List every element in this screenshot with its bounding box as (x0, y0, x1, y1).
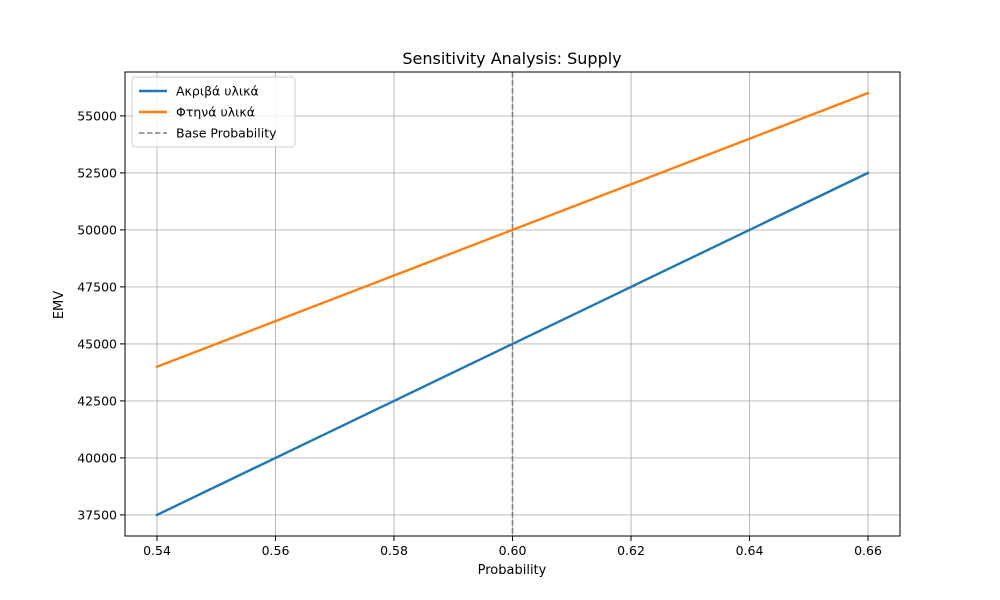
series-layer (155, 91, 870, 517)
legend-label-reference: Base Probability (176, 126, 277, 141)
series-line-1 (155, 171, 870, 517)
y-tick-label: 47500 (77, 279, 117, 294)
y-tick-label: 55000 (77, 108, 117, 123)
legend: Ακριβά υλικά Φτηνά υλικά Base Probabilit… (131, 76, 296, 148)
y-axis-ticks: 37500 40000 42500 45000 47500 50000 52500 55000 (77, 108, 125, 522)
y-tick-label: 37500 (77, 507, 117, 522)
x-tick-label: 0.58 (380, 543, 408, 558)
y-axis-label: EMV (52, 291, 67, 319)
legend-box (131, 76, 296, 148)
x-tick-label: 0.64 (736, 543, 764, 558)
x-tick-label: 0.60 (499, 543, 527, 558)
x-tick-label: 0.62 (617, 543, 645, 558)
x-tick-label: 0.56 (262, 543, 290, 558)
legend-label-series-2: Φτηνά υλικά (176, 105, 255, 120)
y-tick-label: 42500 (77, 393, 117, 408)
series-line-2 (155, 91, 870, 369)
legend-label-series-1: Ακριβά υλικά (176, 84, 259, 99)
x-axis-label: Probability (478, 563, 547, 578)
chart-title: Sensitivity Analysis: Supply (402, 49, 621, 68)
y-tick-label: 52500 (77, 165, 117, 180)
x-axis-ticks: 0.54 0.56 0.58 0.60 0.62 0.64 0.66 (143, 536, 882, 558)
x-tick-label: 0.66 (854, 543, 882, 558)
y-tick-label: 45000 (77, 336, 117, 351)
y-tick-label: 40000 (77, 450, 117, 465)
x-tick-label: 0.54 (143, 543, 171, 558)
y-tick-label: 50000 (77, 222, 117, 237)
